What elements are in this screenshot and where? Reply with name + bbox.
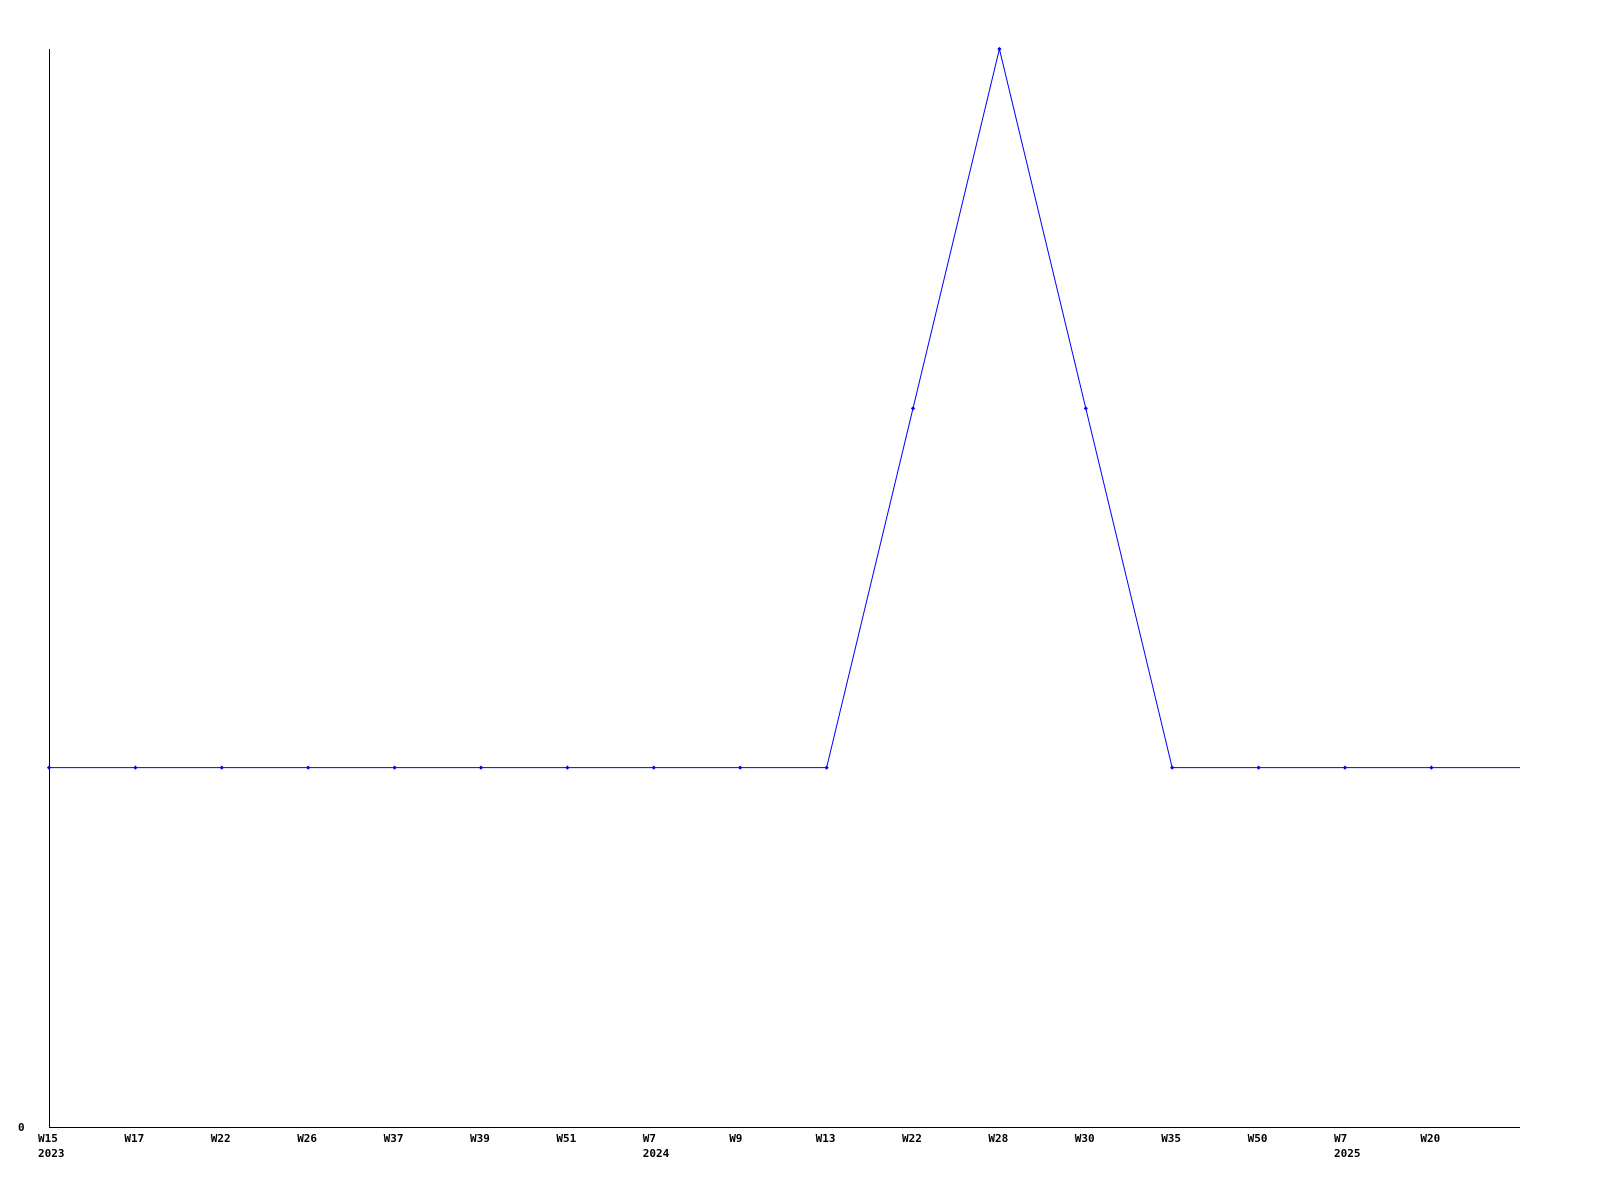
x-tick-label: W22: [902, 1132, 922, 1145]
x-tick-label: W22: [211, 1132, 231, 1145]
data-point: [565, 765, 570, 770]
data-point: [306, 765, 311, 770]
data-point: [910, 406, 916, 411]
data-point: [1083, 406, 1088, 411]
x-tick-label: W20: [1420, 1132, 1440, 1145]
x-tick-label: W28: [988, 1132, 1008, 1145]
x-tick-label: W13: [816, 1132, 836, 1145]
data-point: [219, 765, 224, 770]
data-point: [1342, 765, 1348, 770]
x-tick-label: W35: [1161, 1132, 1181, 1145]
x-tick-label: W30: [1075, 1132, 1095, 1145]
x-tick-label: W26: [297, 1132, 317, 1145]
x-year-label: 2023: [38, 1147, 65, 1160]
x-year-label: 2025: [1334, 1147, 1361, 1160]
data-point: [997, 46, 1002, 52]
y-tick-label-0: 0: [18, 1121, 25, 1134]
data-point: [1429, 765, 1434, 770]
x-tick-label: W15: [38, 1132, 58, 1145]
data-point: [133, 765, 138, 770]
x-tick-label: W9: [729, 1132, 742, 1145]
x-tick-label: W39: [470, 1132, 490, 1145]
x-year-label: 2024: [643, 1147, 670, 1160]
data-point: [478, 765, 484, 770]
x-tick-label: W50: [1248, 1132, 1268, 1145]
data-point: [392, 765, 397, 770]
series-line: [49, 48, 1520, 769]
x-tick-label: W17: [124, 1132, 144, 1145]
data-point: [1170, 765, 1175, 770]
data-point: [651, 765, 656, 770]
x-tick-label: W7: [1334, 1132, 1347, 1145]
data-point: [824, 765, 829, 770]
data-point: [1256, 765, 1261, 770]
data-point: [46, 765, 52, 770]
x-tick-label: W7: [643, 1132, 656, 1145]
x-tick-label: W37: [384, 1132, 404, 1145]
x-tick-label: W51: [556, 1132, 576, 1145]
data-point: [738, 765, 743, 770]
